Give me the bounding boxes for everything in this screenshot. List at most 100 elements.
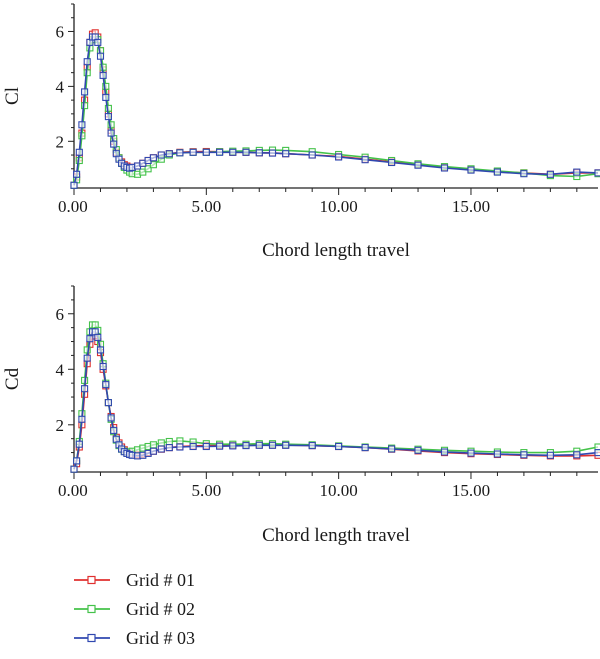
y-tick-label: 4 (56, 77, 65, 96)
x-tick-label: 5.00 (191, 197, 221, 216)
data-point (165, 437, 173, 446)
data-point (78, 121, 86, 129)
data-point (144, 165, 152, 173)
y-tick-label: 6 (56, 305, 65, 324)
data-point (73, 170, 81, 178)
data-point (165, 444, 173, 452)
legend-item: Grid # 01 (74, 570, 195, 590)
data-point (467, 166, 475, 174)
data-point (176, 443, 184, 451)
data-point (78, 132, 86, 140)
data-point (78, 415, 86, 423)
x-tick-label: 10.00 (320, 481, 358, 500)
data-point (102, 93, 110, 101)
legend: Grid # 01 Grid # 02 Grid # 03 (74, 570, 195, 648)
data-point (149, 441, 157, 449)
data-point (594, 169, 600, 177)
data-point (282, 441, 290, 449)
data-point (176, 437, 184, 445)
series-grid-03 (70, 328, 600, 473)
data-point (520, 451, 528, 459)
data-point (102, 82, 110, 90)
x-tick-label: 15.00 (452, 197, 490, 216)
data-point (94, 38, 102, 46)
data-point (104, 399, 112, 407)
data-point (255, 149, 263, 157)
data-point (83, 58, 91, 66)
x-tick-label: 5.00 (191, 481, 221, 500)
data-point (81, 88, 89, 96)
data-point (229, 442, 237, 450)
data-point (81, 385, 89, 393)
y-tick-label: 4 (56, 360, 65, 379)
legend-label: Grid # 02 (126, 599, 195, 619)
x-tick-label: 10.00 (320, 197, 358, 216)
data-point (149, 161, 157, 169)
data-point (102, 381, 110, 389)
data-point (73, 457, 81, 465)
cd-chart: 0.00 5.00 10.00 15.00 2 4 6 Chord length travel… (2, 285, 600, 546)
data-point (388, 158, 396, 167)
data-point (361, 156, 369, 164)
legend-label: Grid # 03 (126, 628, 195, 648)
data-point (110, 140, 118, 148)
data-point (107, 121, 115, 129)
y-tick-label: 2 (56, 132, 65, 151)
data-point (81, 102, 89, 110)
data-point (104, 113, 112, 121)
data-point (414, 161, 422, 169)
legend-marker (87, 633, 96, 643)
legend-item: Grid # 03 (74, 628, 195, 648)
data-point (440, 164, 449, 172)
data-point (520, 170, 528, 178)
data-point (335, 442, 343, 451)
data-point (268, 149, 277, 157)
data-point (99, 362, 107, 371)
cl-chart: 0.00 5.00 10.00 15.00 2 4 6 Chord length travel… (2, 3, 600, 261)
data-point (96, 52, 105, 60)
data-point (467, 449, 475, 457)
data-point (282, 150, 290, 158)
data-point (107, 129, 115, 137)
data-point (96, 346, 105, 354)
data-point (546, 170, 554, 178)
data-point (388, 445, 396, 453)
x-axis-title: Chord length travel (262, 525, 410, 546)
data-point (83, 354, 91, 362)
data-point (308, 151, 316, 159)
data-point (216, 442, 224, 450)
data-point (573, 451, 581, 459)
data-point (189, 442, 197, 451)
data-point (157, 439, 165, 447)
legend-item: Grid # 02 (74, 599, 195, 619)
y-tick-label: 6 (56, 22, 65, 41)
data-point (176, 149, 184, 157)
data-point (546, 451, 554, 459)
data-point (361, 444, 369, 452)
data-point (107, 414, 115, 422)
x-tick-label: 0.00 (58, 481, 88, 500)
data-point (335, 153, 343, 161)
legend-marker (87, 575, 96, 585)
x-tick-label: 15.00 (452, 481, 490, 500)
series-grid-02 (70, 33, 600, 189)
data-point (94, 333, 102, 341)
data-point (75, 148, 83, 156)
data-point (493, 450, 501, 458)
data-point (70, 181, 78, 189)
data-point (86, 335, 94, 343)
data-point (594, 449, 600, 457)
data-point (414, 446, 422, 454)
data-point (573, 168, 581, 176)
data-point (189, 148, 197, 156)
data-point (242, 442, 250, 450)
data-point (149, 447, 157, 455)
y-axis-title: Cl (2, 87, 23, 105)
data-point (440, 448, 449, 456)
data-point (202, 148, 210, 156)
y-tick-label: 2 (56, 416, 65, 435)
legend-label: Grid # 01 (126, 570, 195, 590)
data-point (202, 442, 210, 451)
